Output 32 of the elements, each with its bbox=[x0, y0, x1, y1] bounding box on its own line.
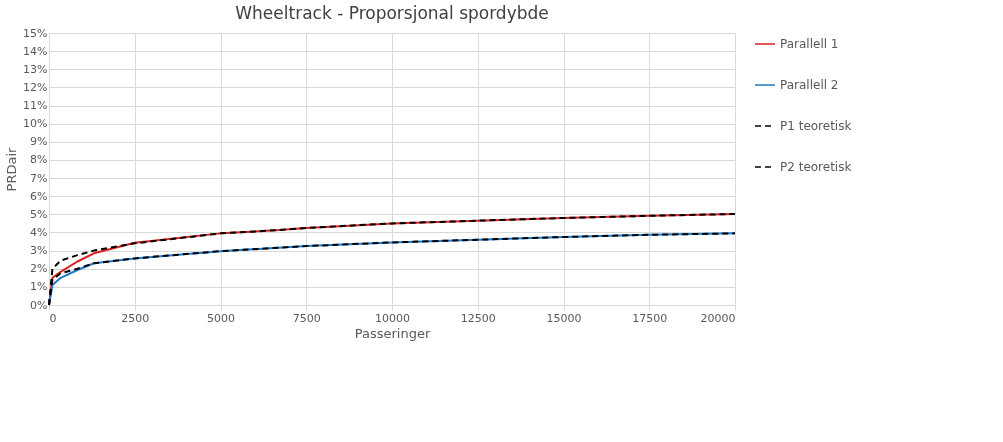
y-tick-label: 9% bbox=[30, 135, 48, 149]
y-tick-label: 0% bbox=[30, 298, 48, 312]
y-tick-label: 2% bbox=[30, 262, 48, 276]
y-tick-label: 4% bbox=[30, 225, 48, 239]
y-axis-title: PRDair bbox=[4, 146, 20, 192]
x-tick-label: 12500 bbox=[460, 311, 496, 325]
y-tick-label: 15% bbox=[23, 26, 48, 40]
x-tick-label: 5000 bbox=[207, 311, 235, 325]
y-tick-label: 10% bbox=[23, 117, 48, 131]
x-tick-label: 2500 bbox=[121, 311, 150, 325]
x-tick-label: 15000 bbox=[546, 311, 582, 325]
y-tick-label: 13% bbox=[23, 62, 48, 76]
y-tick-label: 11% bbox=[23, 99, 48, 113]
chart-title: Wheeltrack - Proporsjonal spordybde bbox=[235, 3, 549, 23]
y-tick-label: 14% bbox=[23, 44, 48, 58]
x-tick-label: 10000 bbox=[375, 311, 410, 325]
y-tick-label: 8% bbox=[30, 153, 48, 167]
legend-label: Parallell 2 bbox=[780, 78, 839, 92]
x-tick-label: 17500 bbox=[632, 311, 668, 325]
y-tick-label: 7% bbox=[30, 171, 48, 185]
legend-label: P1 teoretisk bbox=[780, 119, 852, 133]
legend-label: P2 teoretisk bbox=[780, 160, 852, 174]
x-tick-label: 0 bbox=[49, 311, 57, 325]
legend-label: Parallell 1 bbox=[780, 37, 839, 51]
x-tick-label: 20000 bbox=[700, 311, 736, 325]
y-tick-label: 5% bbox=[30, 207, 48, 221]
y-tick-label: 12% bbox=[23, 80, 48, 94]
x-axis-title: Passeringer bbox=[354, 325, 431, 341]
y-tick-label: 1% bbox=[30, 280, 48, 294]
x-tick-label: 7500 bbox=[292, 311, 321, 325]
y-tick-label: 6% bbox=[30, 189, 48, 203]
y-tick-label: 3% bbox=[30, 244, 48, 258]
